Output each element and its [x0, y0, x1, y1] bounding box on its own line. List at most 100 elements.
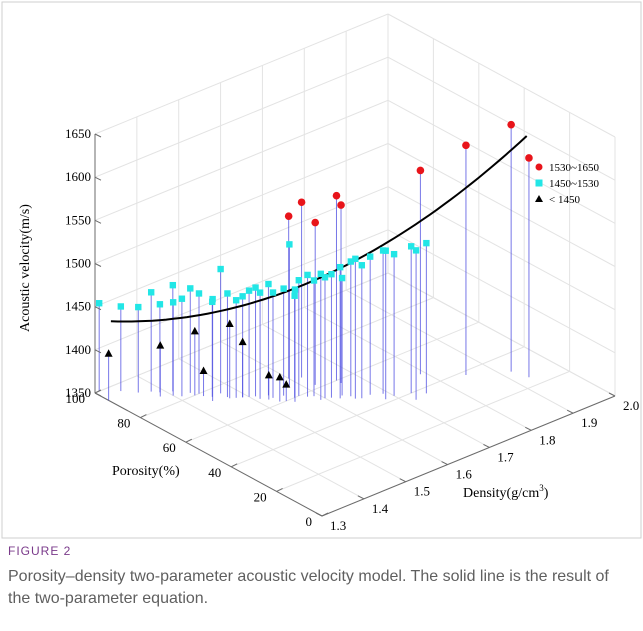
grid-layer: [94, 13, 616, 517]
legend-label-mid: 1450~1530: [549, 178, 599, 190]
grid-line: [276, 370, 570, 492]
data-point-low: [282, 380, 291, 388]
data-point-mid: [195, 290, 203, 297]
data-point-mid: [265, 280, 272, 288]
data-point-low: [156, 341, 165, 349]
x-tick: [357, 495, 365, 500]
data-point-mid: [280, 285, 287, 292]
z-tick-label: 1600: [65, 169, 91, 184]
z-tick-label: 1500: [65, 256, 91, 271]
data-point-mid: [347, 258, 355, 265]
data-point-mid: [366, 253, 374, 260]
y-tick-label: 0: [306, 514, 313, 529]
grid-line: [94, 99, 389, 221]
y-tick-label: 40: [208, 465, 221, 480]
grid-line: [387, 229, 616, 354]
axis-line: [321, 395, 616, 517]
data-point-mid: [245, 287, 253, 294]
data-point-mid: [169, 281, 177, 289]
z-tick-label: 1350: [65, 385, 91, 400]
x-tick-label: 2.0: [623, 398, 639, 413]
y-tick: [185, 438, 193, 443]
data-point-mid: [187, 285, 194, 292]
z-tick: [94, 263, 102, 267]
grid-line: [220, 341, 448, 466]
data-point-mid: [358, 262, 366, 269]
z-tick: [94, 306, 102, 311]
data-point-mid: [352, 255, 359, 263]
grid-line: [387, 272, 616, 397]
grid-line: [94, 56, 389, 178]
grid-line: [345, 289, 574, 414]
z-tick: [94, 133, 102, 138]
data-point-mid: [209, 295, 216, 303]
x-tick-label: 1.6: [456, 467, 473, 482]
grid-line: [304, 306, 532, 431]
legend-label-low: < 1450: [549, 194, 580, 206]
grid-line: [94, 229, 389, 351]
data-point-mid: [117, 303, 125, 310]
z-tick: [94, 176, 102, 181]
z-tick-label: 1450: [65, 299, 91, 314]
y-tick-label: 20: [254, 489, 267, 504]
data-point-mid: [224, 290, 231, 297]
z-axis-title: Acoustic velocity(m/s): [18, 204, 33, 332]
y-tick: [94, 389, 102, 394]
z-tick: [94, 392, 102, 397]
data-point-mid: [412, 247, 420, 254]
fit-curve-layer: [110, 135, 528, 323]
y-tick: [140, 414, 147, 419]
data-point-mid: [156, 301, 164, 308]
data-point-low: [264, 370, 273, 379]
z-tick-label: 1650: [65, 126, 91, 141]
z-tick: [94, 349, 102, 354]
x-tick-label: 1.7: [497, 449, 514, 464]
grid-line: [231, 346, 525, 468]
grid-line: [185, 321, 479, 443]
fit-curve: [110, 135, 528, 323]
y-tick: [276, 487, 283, 492]
z-tick-label: 1550: [65, 212, 91, 227]
data-point-mid: [252, 284, 259, 291]
x-tick: [608, 392, 616, 397]
data-point-mid: [338, 274, 346, 282]
figure-caption: Porosity–density two-parameter acoustic …: [8, 568, 609, 607]
x-tick-label: 1.3: [330, 518, 346, 533]
data-point-mid: [169, 299, 177, 306]
data-point-high: [462, 141, 470, 150]
data-point-mid: [390, 250, 398, 258]
x-tick: [525, 426, 532, 431]
x-tick-label: 1.5: [414, 484, 430, 499]
legend-label-high: 1530~1650: [549, 162, 599, 174]
data-point-high: [507, 120, 515, 129]
z-tick: [94, 219, 102, 224]
grid-line: [178, 358, 406, 483]
figure-label: FIGURE 2: [8, 544, 72, 558]
data-point-mid: [317, 270, 325, 278]
legend-marker-high: [535, 163, 543, 171]
legend: 1530~1650 1450~1530 < 1450: [535, 162, 599, 206]
data-point-low: [275, 372, 284, 381]
data-point-mid: [217, 265, 224, 273]
legend-marker-low: [535, 195, 543, 202]
data-point-low: [238, 337, 247, 346]
data-point-mid: [423, 239, 430, 247]
data-point-low: [190, 326, 199, 335]
x-tick: [483, 443, 490, 448]
grid-line: [387, 99, 616, 224]
data-point-mid: [291, 286, 299, 293]
data-point-mid: [310, 277, 318, 284]
marker-layer: [95, 120, 533, 388]
x-tick: [566, 409, 574, 414]
data-point-mid: [321, 274, 329, 281]
data-point-mid: [232, 297, 240, 304]
grid-line: [262, 323, 490, 448]
data-point-mid: [135, 303, 142, 311]
y-tick-label: 100: [66, 391, 86, 406]
tick-layer: 1350 1400 1450 1500 1550 1600 1650 0 20 40 60 80 100…: [65, 126, 639, 533]
y-tick-label: 60: [163, 440, 176, 455]
x-tick-label: 1.8: [539, 432, 555, 447]
data-point-mid: [178, 295, 186, 302]
x-tick-label: 1.9: [581, 415, 597, 430]
